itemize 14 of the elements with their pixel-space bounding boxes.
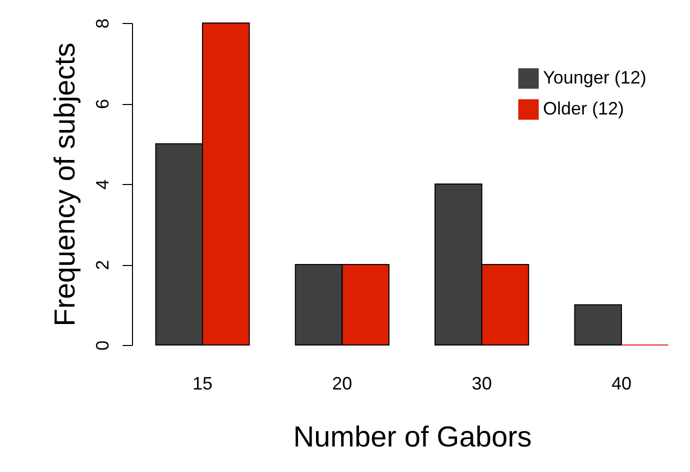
y-tick-label: 6 xyxy=(92,98,112,110)
y-axis-title: Frequency of subjects xyxy=(50,42,82,326)
bar xyxy=(574,304,622,346)
y-tick-label: 2 xyxy=(92,260,112,270)
legend-label: Older (12) xyxy=(543,98,624,118)
y-tick-label: 8 xyxy=(92,18,112,29)
x-tick-label: 20 xyxy=(332,374,352,394)
legend-label: Younger (12) xyxy=(543,68,646,88)
y-tick-label: 4 xyxy=(92,179,112,190)
x-tick-label: 40 xyxy=(611,374,632,394)
x-tick-label: 15 xyxy=(192,374,213,394)
x-tick-label: 30 xyxy=(472,374,492,394)
y-tick-label: 0 xyxy=(92,340,112,351)
x-axis-title: Number of Gabors xyxy=(293,422,532,454)
